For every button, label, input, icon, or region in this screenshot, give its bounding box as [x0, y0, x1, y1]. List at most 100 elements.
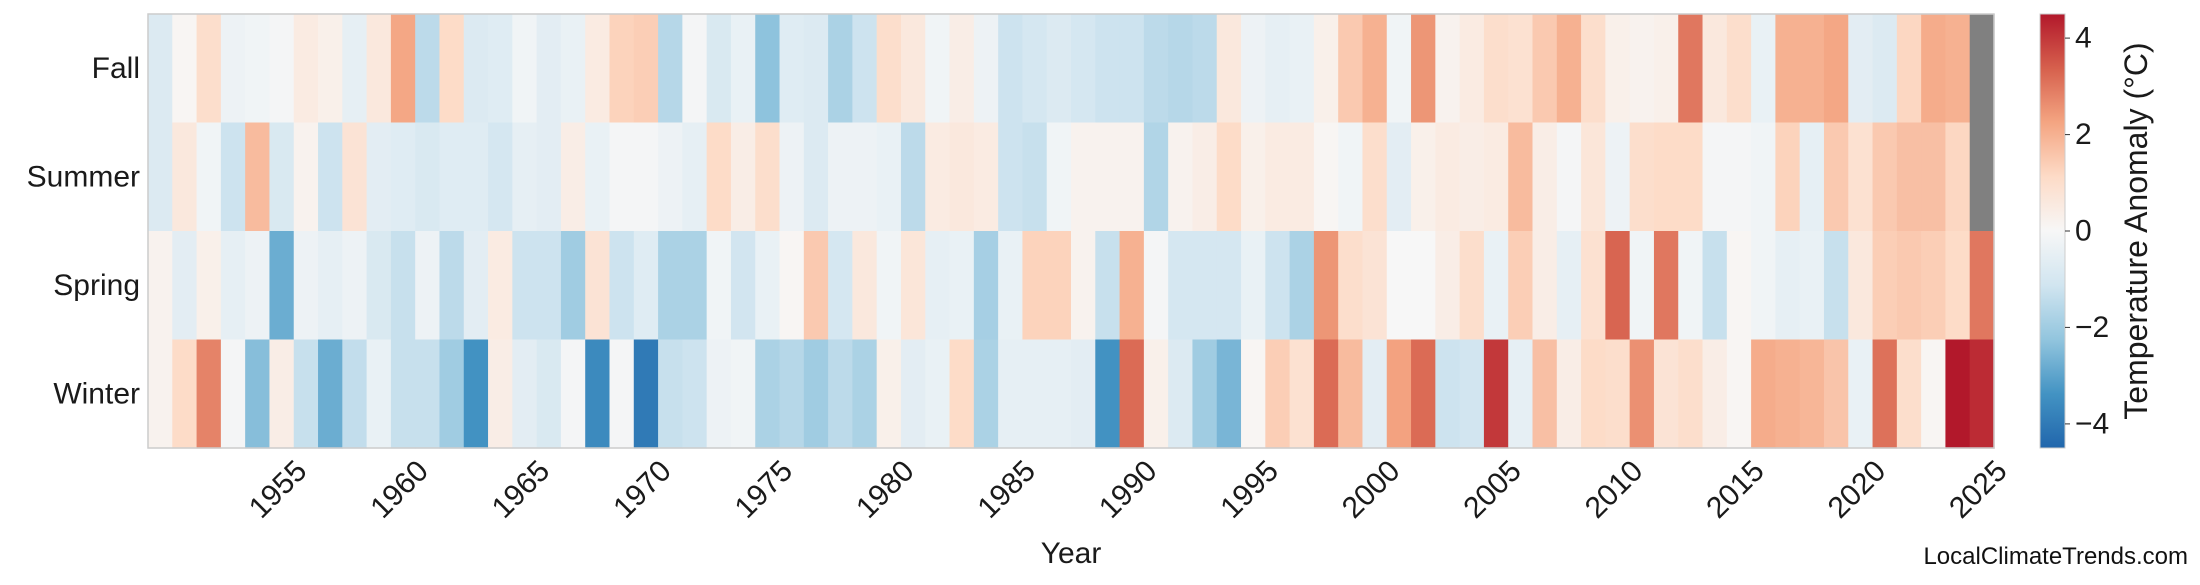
- heatmap-cell: [269, 122, 295, 232]
- heatmap-cell: [1241, 122, 1266, 232]
- heatmap-cell: [1605, 231, 1631, 341]
- heatmap-cell: [609, 122, 635, 232]
- heatmap-cell: [803, 231, 829, 341]
- heatmap-cell: [1435, 122, 1461, 232]
- heatmap-cell: [1313, 339, 1339, 449]
- heatmap-cell: [196, 339, 222, 449]
- colorbar: 4 2 0 −2 −4 Temperature Anomaly (°C): [2039, 13, 2154, 449]
- heatmap-cell: [1969, 122, 1995, 232]
- year-tick-label: 1970: [607, 454, 678, 525]
- heatmap-cell: [390, 339, 416, 449]
- heatmap-cell: [1945, 231, 1971, 341]
- heatmap-cell: [828, 339, 853, 449]
- heatmap-cell: [1216, 339, 1242, 449]
- heatmap-cell: [1629, 339, 1655, 449]
- heatmap-cell: [196, 122, 222, 232]
- heatmap-cell: [1022, 14, 1048, 124]
- heatmap-cell: [633, 231, 659, 341]
- heatmap-cell: [1095, 231, 1121, 341]
- heatmap-cell: [390, 14, 416, 124]
- heatmap-cell: [1775, 14, 1801, 124]
- heatmap-cell: [463, 122, 489, 232]
- heatmap-cell: [755, 122, 781, 232]
- heatmap-cell: [1751, 122, 1776, 232]
- heatmap-cell: [293, 231, 319, 341]
- heatmap-cell: [925, 231, 951, 341]
- heatmap-cell: [390, 122, 416, 232]
- heatmap-cell: [1168, 14, 1194, 124]
- heatmap-cell: [1532, 231, 1558, 341]
- year-tick-label: 1980: [850, 454, 921, 525]
- year-tick-label: 1985: [972, 454, 1043, 525]
- heatmap-cell: [1046, 339, 1072, 449]
- heatmap-cell: [1022, 231, 1048, 341]
- heatmap-cell: [512, 122, 538, 232]
- heatmap-cell: [1556, 339, 1582, 449]
- heatmap-cell: [148, 14, 173, 124]
- heatmap-cell: [536, 14, 562, 124]
- heatmap-cell: [1581, 339, 1606, 449]
- heatmap-cell: [1702, 122, 1728, 232]
- heatmap-cell: [1095, 14, 1121, 124]
- heatmap-cell: [900, 339, 926, 449]
- heatmap-cell: [1605, 339, 1631, 449]
- heatmap-cell: [488, 231, 513, 341]
- year-tick-label: 1995: [1214, 454, 1285, 525]
- heatmap-cell: [245, 14, 271, 124]
- heatmap-cell: [1338, 231, 1364, 341]
- heatmap-cell: [1386, 339, 1412, 449]
- heatmap-cell: [172, 231, 198, 341]
- season-label: Spring: [53, 269, 140, 302]
- heatmap-cell: [366, 339, 392, 449]
- heatmap-cell: [439, 14, 465, 124]
- heatmap-cell: [1483, 231, 1509, 341]
- colorbar-label: Temperature Anomaly (°C): [2118, 42, 2154, 419]
- year-tick-label: 2010: [1579, 454, 1650, 525]
- heatmap-cell: [779, 14, 805, 124]
- heatmap-cell: [1653, 122, 1679, 232]
- heatmap-cell: [1216, 231, 1242, 341]
- heatmap-cell: [512, 14, 538, 124]
- heatmap-cell: [779, 122, 805, 232]
- heatmap-cell: [730, 231, 756, 341]
- heatmap-cell: [269, 231, 295, 341]
- heatmap-cell: [682, 14, 708, 124]
- heatmap-cell: [1119, 231, 1145, 341]
- heatmap-cell: [1775, 339, 1801, 449]
- heatmap-cell: [852, 339, 878, 449]
- heatmap-cell: [900, 231, 926, 341]
- heatmap-cell: [585, 231, 611, 341]
- heatmap-cell: [220, 122, 246, 232]
- heatmap-cell: [1896, 339, 1922, 449]
- heatmap-cell: [148, 339, 173, 449]
- plot-frame: [147, 13, 1995, 449]
- heatmap-cell: [560, 14, 586, 124]
- heatmap-cell: [1921, 14, 1947, 124]
- heatmap-cell: [1435, 339, 1461, 449]
- heatmap-cell: [560, 339, 586, 449]
- heatmap-cell: [1192, 122, 1218, 232]
- heatmap-cell: [390, 231, 416, 341]
- heatmap-cell: [220, 339, 246, 449]
- heatmap-cell: [1653, 339, 1679, 449]
- colorbar-tick-label: −4: [2075, 407, 2109, 440]
- heatmap-cell: [439, 231, 465, 341]
- heatmap-cell: [706, 231, 732, 341]
- heatmap-cell: [1823, 339, 1849, 449]
- heatmap-cell: [1872, 231, 1898, 341]
- heatmap-cell: [1605, 14, 1631, 124]
- heatmap-cell: [1143, 231, 1169, 341]
- heatmap-cell: [998, 231, 1024, 341]
- heatmap-cell: [196, 231, 222, 341]
- heatmap-cell: [488, 122, 513, 232]
- heatmap-cell: [1241, 339, 1266, 449]
- heatmap-cell: [1241, 14, 1266, 124]
- heatmap-cell: [1581, 122, 1606, 232]
- heatmap-cell: [1653, 231, 1679, 341]
- heatmap-cell: [293, 122, 319, 232]
- heatmap-cell: [609, 14, 635, 124]
- heatmap-cell: [1362, 122, 1388, 232]
- heatmap-cell: [463, 339, 489, 449]
- heatmap-cell: [585, 122, 611, 232]
- heatmap-cell: [220, 231, 246, 341]
